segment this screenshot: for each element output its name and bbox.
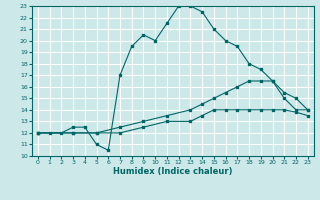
X-axis label: Humidex (Indice chaleur): Humidex (Indice chaleur) — [113, 167, 233, 176]
